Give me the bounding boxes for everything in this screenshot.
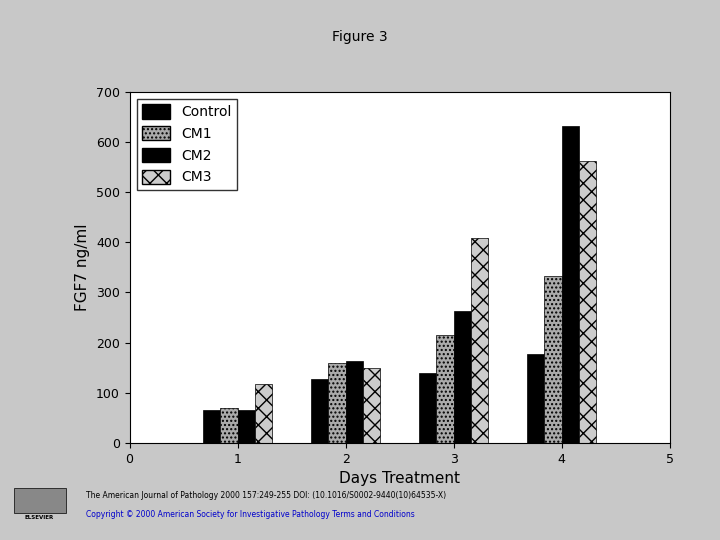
Bar (220, 408, 238, 443)
Bar (346, 361, 363, 443)
Bar (454, 312, 471, 443)
X-axis label: Days Treatment: Days Treatment (339, 471, 460, 486)
Text: Figure 3: Figure 3 (332, 30, 388, 44)
Bar (436, 335, 454, 443)
Bar (203, 410, 220, 443)
Bar (328, 362, 346, 443)
Text: ELSEVIER: ELSEVIER (25, 515, 54, 520)
Text: Copyright © 2000 American Society for Investigative Pathology Terms and Conditio: Copyright © 2000 American Society for In… (86, 510, 415, 519)
Bar (471, 238, 488, 443)
FancyBboxPatch shape (14, 488, 66, 513)
Bar (579, 161, 596, 443)
Y-axis label: FGF7 ng/ml: FGF7 ng/ml (76, 224, 90, 311)
Text: The American Journal of Pathology 2000 157:249-255 DOI: (10.1016/S0002-9440(10)6: The American Journal of Pathology 2000 1… (86, 491, 446, 501)
Bar (562, 126, 579, 443)
Bar (255, 383, 272, 443)
Legend: Control, CM1, CM2, CM3: Control, CM1, CM2, CM3 (137, 99, 237, 190)
Bar (363, 368, 380, 443)
Bar (419, 373, 436, 443)
Bar (238, 410, 255, 443)
Bar (544, 276, 562, 443)
Bar (311, 379, 328, 443)
Bar (527, 354, 544, 443)
